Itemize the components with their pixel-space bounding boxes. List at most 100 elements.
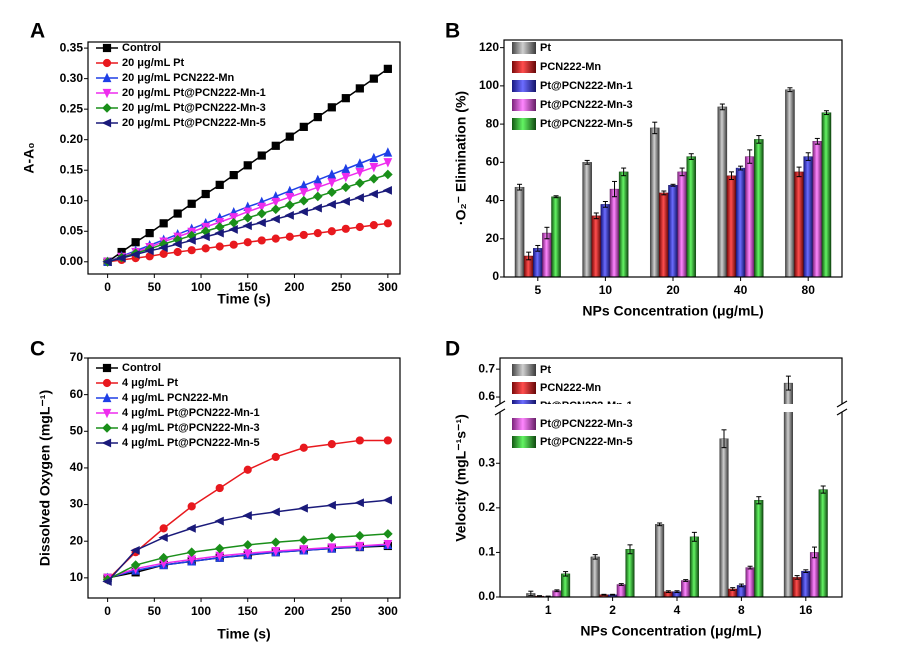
bar: [803, 156, 813, 278]
data-point: [313, 112, 322, 122]
data-point: [285, 192, 295, 203]
data-point: [243, 207, 253, 218]
data-point: [215, 483, 224, 493]
legend-marker: [102, 58, 112, 68]
bar: [735, 167, 746, 278]
bar: [792, 577, 802, 598]
data-point: [243, 549, 253, 559]
data-point: [173, 247, 182, 257]
data-point: [173, 209, 182, 218]
plot-frame: [87, 357, 401, 599]
data-point: [130, 560, 141, 570]
data-point: [187, 199, 196, 208]
legend-marker: [102, 103, 112, 113]
y-tick-label: 10: [70, 570, 84, 584]
y-tick-label: 120: [479, 40, 499, 54]
data-point: [159, 524, 168, 533]
y-tick-label: 0.05: [60, 223, 84, 237]
data-point: [271, 452, 280, 462]
legend-label: Control: [122, 362, 161, 374]
data-point: [172, 239, 182, 249]
y-axis-label: A-A₀: [21, 142, 37, 173]
data-point: [144, 246, 154, 256]
panel-label: C: [30, 338, 45, 361]
plot-frame: [87, 41, 401, 275]
y-tick-label: 0.20: [60, 132, 84, 146]
bar: [600, 204, 611, 278]
data-point: [257, 202, 267, 213]
x-tick-label: 80: [802, 283, 816, 297]
data-point: [383, 529, 393, 539]
x-tick-label: 2: [609, 603, 616, 617]
data-point: [159, 249, 168, 258]
bar: [726, 175, 737, 278]
bar: [561, 573, 571, 598]
data-point: [299, 230, 308, 240]
x-tick-label: 5: [534, 283, 541, 297]
bar: [591, 215, 602, 278]
panel-label: D: [445, 338, 460, 361]
data-point: [355, 167, 365, 178]
data-point: [299, 545, 309, 555]
y-tick-label: 70: [70, 350, 84, 364]
legend-marker: [102, 378, 112, 388]
data-point: [355, 530, 365, 541]
data-point: [243, 465, 252, 474]
data-point: [158, 243, 168, 253]
legend-marker: [102, 392, 112, 403]
legend-swatch: [512, 42, 536, 54]
legend-label: 4 μg/mL Pt@PCN222-Mn-5: [122, 437, 260, 449]
y-tick-label: 0.10: [60, 193, 84, 207]
data-point: [158, 552, 169, 563]
data-point: [298, 503, 308, 513]
data-point: [327, 227, 336, 236]
data-point: [131, 238, 140, 247]
data-point: [382, 185, 392, 195]
data-point: [383, 169, 393, 180]
y-tick-label: 0.2: [478, 500, 495, 514]
bar: [809, 552, 820, 598]
data-point: [354, 498, 364, 508]
data-point: [214, 516, 224, 526]
data-point: [355, 178, 365, 188]
data-point: [326, 500, 336, 510]
data-point: [102, 577, 112, 586]
legend-swatch: [512, 436, 536, 448]
legend-label: 20 μg/mL Pt@PCN222-Mn-5: [122, 117, 266, 129]
data-point: [327, 178, 337, 188]
bar: [821, 112, 832, 278]
bar: [542, 232, 552, 278]
data-point: [340, 196, 350, 206]
bar: [655, 524, 665, 598]
x-tick-label: 8: [738, 603, 745, 617]
data-point: [257, 151, 266, 160]
y-tick-label: 60: [70, 387, 84, 401]
legend-label: 4 μg/mL Pt@PCN222-Mn-3: [122, 422, 260, 434]
data-point: [313, 183, 323, 193]
y-tick-label: 60: [486, 154, 500, 168]
x-tick-label: 40: [734, 283, 748, 297]
bar: [677, 171, 687, 278]
axis-break: [497, 404, 845, 412]
x-tick-label: 50: [148, 604, 162, 618]
data-point: [257, 236, 266, 245]
data-point: [368, 189, 378, 199]
y-tick-label: 50: [70, 423, 84, 437]
x-axis-label: Time (s): [217, 291, 270, 307]
x-tick-label: 16: [799, 603, 813, 617]
y-tick-label: 100: [479, 78, 499, 92]
data-point: [186, 236, 196, 245]
data-point: [298, 535, 309, 545]
data-point: [299, 443, 308, 452]
data-point: [228, 225, 238, 234]
data-point: [214, 228, 224, 238]
y-tick-label: 80: [486, 116, 500, 130]
legend-marker: [102, 43, 112, 53]
legend-marker: [102, 408, 112, 419]
bar: [801, 570, 811, 598]
data-point: [312, 191, 323, 202]
legend-swatch: [512, 80, 536, 92]
bar: [785, 89, 795, 278]
data-point: [256, 218, 266, 228]
